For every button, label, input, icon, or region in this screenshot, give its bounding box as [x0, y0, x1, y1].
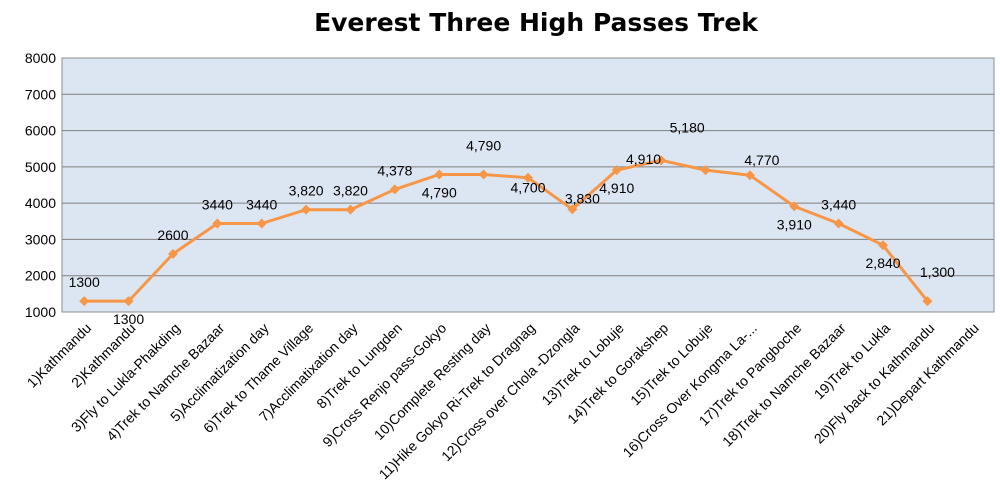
- data-point: [301, 204, 312, 215]
- data-point: [345, 204, 356, 215]
- data-label: 3440: [246, 196, 277, 212]
- data-point: [167, 248, 178, 259]
- data-label: 3440: [202, 196, 233, 212]
- chart-title: Everest Three High Passes Trek: [314, 8, 758, 37]
- data-point: [389, 184, 400, 195]
- data-label: 4,910: [626, 151, 661, 167]
- gridlines: [62, 93, 994, 277]
- data-point: [656, 155, 667, 166]
- y-axis-ticks: 1000 2000 3000 4000 5000 6000 7000 8000: [25, 50, 56, 320]
- data-label: 4,910: [599, 180, 634, 196]
- data-label: 4,790: [466, 137, 501, 153]
- series-markers: [79, 155, 933, 307]
- data-label: 1300: [69, 274, 100, 290]
- x-tick-label: 13)Trek to Lobuje: [538, 320, 627, 409]
- data-label: 1,300: [920, 264, 955, 280]
- y-tick-label: 3000: [25, 231, 56, 247]
- data-label: 3,440: [821, 196, 856, 212]
- data-label: 5,180: [670, 119, 705, 135]
- y-tick-label: 7000: [25, 86, 56, 102]
- data-point: [567, 204, 578, 215]
- x-tick-label: 19)Trek to Lukla: [811, 320, 894, 403]
- y-tick-label: 5000: [25, 159, 56, 175]
- data-label: 4,790: [422, 184, 457, 200]
- y-tick-label: 8000: [25, 50, 56, 66]
- data-label: 3,820: [289, 183, 324, 199]
- data-label: 4,378: [377, 162, 412, 178]
- data-point: [922, 296, 933, 307]
- data-point: [878, 240, 889, 251]
- data-label: 3,910: [777, 216, 812, 232]
- y-tick-label: 6000: [25, 123, 56, 139]
- data-point: [478, 169, 489, 180]
- data-label: 4,700: [510, 180, 545, 196]
- y-tick-label: 2000: [25, 268, 56, 284]
- data-label: 1300: [113, 311, 144, 327]
- data-point: [744, 170, 755, 181]
- plot-area: [61, 57, 995, 313]
- data-label: 3,820: [333, 183, 368, 199]
- data-point: [256, 218, 267, 229]
- y-tick-label: 4000: [25, 195, 56, 211]
- data-point: [123, 296, 134, 307]
- data-point: [212, 218, 223, 229]
- data-point: [79, 296, 90, 307]
- data-point: [700, 165, 711, 176]
- data-label: 2,840: [866, 255, 901, 271]
- y-tick-label: 1000: [25, 304, 56, 320]
- data-point: [611, 165, 622, 176]
- x-tick-label: 15)Trek to Lobuje: [627, 320, 716, 409]
- data-labels: 1300 1300 2600 3440 3440 3,820 3,820 4,378 4,790…: [69, 119, 956, 327]
- data-label: 2600: [157, 227, 188, 243]
- data-label: 4,770: [744, 152, 779, 168]
- data-point: [523, 172, 533, 183]
- data-label: 3,830: [565, 190, 600, 206]
- data-point: [833, 218, 844, 229]
- series-line: [84, 158, 929, 303]
- data-point: [434, 169, 445, 180]
- data-point: [789, 201, 800, 212]
